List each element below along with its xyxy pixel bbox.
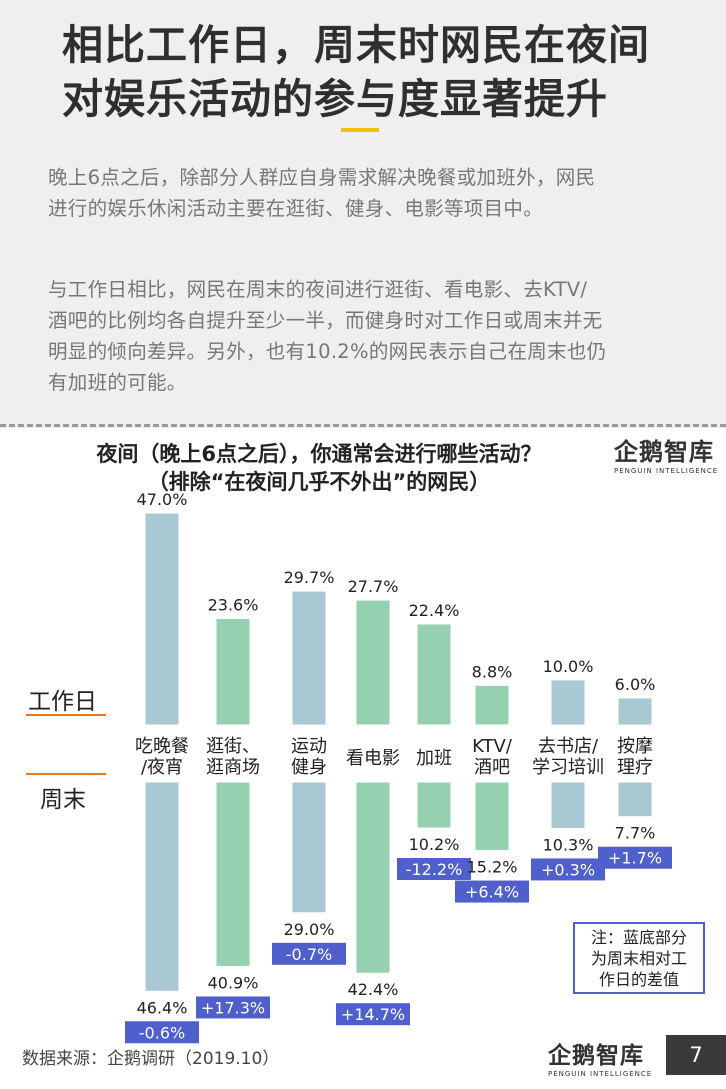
legend-weekend: 周末 xyxy=(40,787,86,813)
weekend-bar xyxy=(617,781,653,818)
category-label: /夜宵 xyxy=(141,757,183,778)
category-label: 看电影 xyxy=(346,748,400,769)
weekday-value-label: 6.0% xyxy=(615,675,656,694)
weekend-value-label: 29.0% xyxy=(284,920,335,939)
chart-title: 夜间（晚上6点之后），你通常会进行哪些活动？ xyxy=(96,442,542,466)
weekend-value-label: 46.4% xyxy=(137,998,188,1017)
weekday-value-label: 23.6% xyxy=(208,596,259,615)
category-label: 逛街、 xyxy=(206,736,260,757)
weekday-value-label: 8.8% xyxy=(472,662,513,681)
logo-subtitle: PENGUIN INTELLIGENCE xyxy=(548,1070,653,1078)
difference-box xyxy=(397,858,471,881)
category-label: 吃晚餐 xyxy=(135,736,189,757)
category-label: 学习培训 xyxy=(532,757,604,778)
data-source: 数据来源：企鹅调研（2019.10） xyxy=(22,1049,280,1069)
weekend-value-label: 10.3% xyxy=(543,835,594,854)
logo-name: 企鹅智库 xyxy=(614,438,714,466)
legend-weekday-line xyxy=(26,714,106,716)
logo-subtitle: PENGUIN INTELLIGENCE xyxy=(614,467,719,475)
category-label: 去书店/ xyxy=(538,736,599,757)
category-label: 运动 xyxy=(291,736,327,757)
difference-box xyxy=(455,880,529,903)
chart-subtitle: （排除“在夜间几乎不外出”的网民） xyxy=(147,470,491,494)
weekend-value-label: 7.7% xyxy=(615,824,656,843)
difference-box xyxy=(196,996,270,1019)
weekend-value-label: 40.9% xyxy=(208,973,259,992)
weekday-value-label: 27.7% xyxy=(348,577,399,596)
difference-box xyxy=(272,942,346,965)
weekend-value-label: 15.2% xyxy=(467,858,518,877)
category-label: 加班 xyxy=(416,748,452,769)
weekday-bar xyxy=(416,623,452,726)
weekday-value-label: 10.0% xyxy=(543,657,594,676)
category-label: 逛商场 xyxy=(206,757,260,778)
weekday-value-label: 29.7% xyxy=(284,568,335,587)
page-title: 相比工作日，周末时网民在夜间 对娱乐活动的参与度显著提升 xyxy=(62,21,650,123)
logo-bottom: 企鹅智库 PENGUIN INTELLIGENCE xyxy=(548,1036,652,1078)
comparison-paragraph: 与工作日相比，网民在周末的夜间进行逛街、看电影、去KTV/ 酒吧的比例均各自提升… xyxy=(48,278,607,394)
category-label: 健身 xyxy=(291,757,327,778)
category-label: KTV/ xyxy=(472,736,513,757)
weekend-bar xyxy=(215,781,251,967)
difference-box xyxy=(531,858,605,881)
weekday-value-label: 47.0% xyxy=(137,490,188,509)
weekend-bar xyxy=(291,781,327,914)
difference-label: +6.4% xyxy=(465,883,519,902)
logo-name: 企鹅智库 xyxy=(548,1043,644,1069)
page-number: 7 xyxy=(666,1035,726,1075)
weekday-bar xyxy=(474,684,510,726)
difference-box xyxy=(598,846,672,869)
weekday-bar xyxy=(617,697,653,726)
weekend-bar xyxy=(550,781,586,829)
difference-label: +14.7% xyxy=(341,1005,405,1024)
difference-label: -0.7% xyxy=(286,945,332,964)
difference-box xyxy=(125,1021,199,1044)
difference-label: +1.7% xyxy=(608,849,662,868)
title-accent-underline xyxy=(341,128,379,132)
weekday-bar xyxy=(291,590,327,726)
weekend-value-label: 10.2% xyxy=(409,835,460,854)
header-panel: 相比工作日，周末时网民在夜间 对娱乐活动的参与度显著提升 晚上6点之后，除部分人… xyxy=(0,0,726,428)
weekday-bar xyxy=(550,679,586,726)
weekday-bar xyxy=(355,599,391,726)
weekend-bar xyxy=(474,781,510,852)
difference-label: -12.2% xyxy=(406,860,463,879)
weekend-bar xyxy=(355,781,391,974)
category-label: 按摩 xyxy=(617,736,653,757)
difference-label: -0.6% xyxy=(139,1023,185,1042)
category-label: 酒吧 xyxy=(474,757,510,778)
legend-weekday: 工作日 xyxy=(28,689,97,715)
weekend-value-label: 42.4% xyxy=(348,980,399,999)
difference-label: +0.3% xyxy=(541,860,595,879)
category-label: 理疗 xyxy=(617,757,653,778)
intro-paragraph: 晚上6点之后，除部分人群应自身需求解决晚餐或加班外，网民 进行的娱乐休闲活动主要… xyxy=(48,166,596,220)
chart-note: 注：蓝底部分 为周末相对工 作日的差值 xyxy=(573,922,705,994)
difference-label: +17.3% xyxy=(201,998,265,1017)
dashed-divider xyxy=(0,424,726,427)
weekend-bar xyxy=(144,781,180,992)
weekend-bar xyxy=(416,781,452,829)
difference-box xyxy=(336,1003,410,1026)
weekday-bar xyxy=(144,512,180,726)
legend-weekend-line xyxy=(26,773,106,775)
logo-top: 企鹅智库 PENGUIN INTELLIGENCE xyxy=(614,432,718,475)
weekday-value-label: 22.4% xyxy=(409,601,460,620)
weekday-bar xyxy=(215,618,251,726)
